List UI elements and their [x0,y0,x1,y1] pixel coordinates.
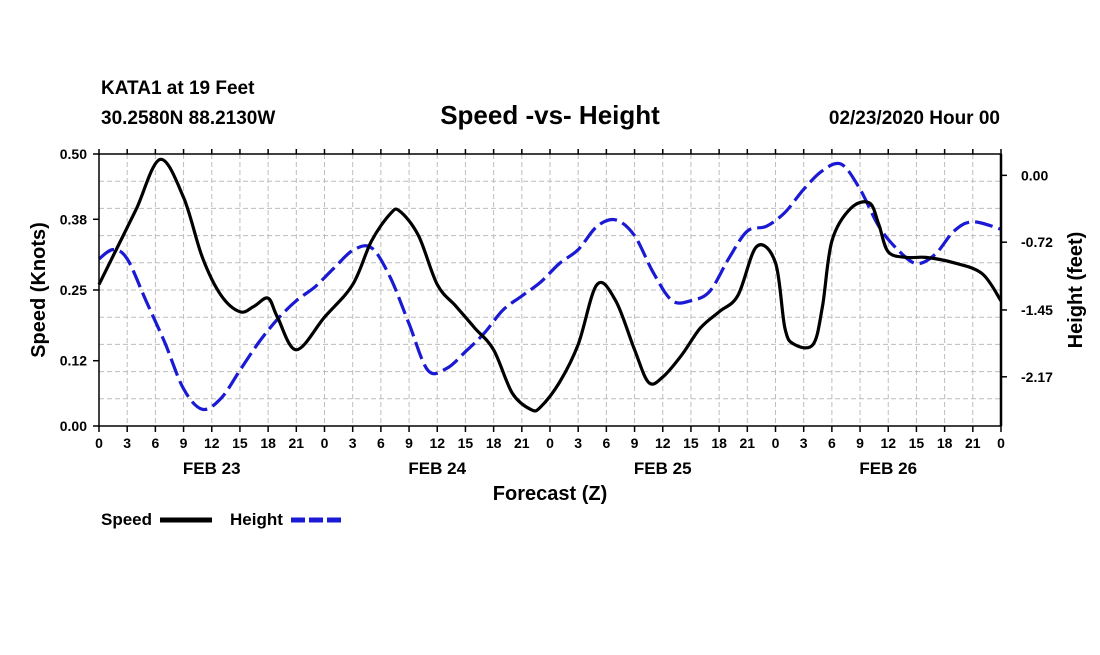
x-tick-label: 15 [232,435,248,451]
chart-title: Speed -vs- Height [440,100,660,130]
y-left-tick-label: 0.50 [60,146,87,162]
x-tick-label: 6 [828,435,836,451]
x-tick-label: 21 [740,435,756,451]
legend: Speed Height [101,510,343,529]
series-line-speed [97,157,1003,413]
y-right-tick-label: -2.17 [1021,369,1053,385]
x-tick-label: 18 [937,435,953,451]
x-tick-label: 12 [204,435,220,451]
y-left-tick-label: 0.12 [60,353,87,369]
x-tick-label: 18 [711,435,727,451]
date-label: FEB 24 [408,459,466,478]
x-tick-label: 9 [631,435,639,451]
legend-height-label: Height [230,510,283,529]
x-tick-label: 9 [180,435,188,451]
date-label: FEB 25 [634,459,692,478]
x-tick-label: 15 [683,435,699,451]
x-tick-label: 0 [95,435,103,451]
y-axis-left-label: Speed (Knots) [28,222,50,358]
y-left-tick-label: 0.38 [60,211,87,227]
x-tick-label: 3 [800,435,808,451]
x-tick-label: 6 [602,435,610,451]
y-left-tick-label: 0.25 [60,282,87,298]
x-tick-label: 6 [151,435,159,451]
x-tick-label: 12 [655,435,671,451]
x-tick-label: 15 [458,435,474,451]
series-lines [97,157,1003,413]
date-label: FEB 23 [183,459,241,478]
x-tick-label: 0 [546,435,554,451]
x-tick-label: 21 [514,435,530,451]
date-label: FEB 26 [859,459,917,478]
x-axis-label: Forecast (Z) [493,483,607,505]
coords-label: 30.2580N 88.2130W [101,108,275,129]
datetime-label: 02/23/2020 Hour 00 [829,108,1000,129]
axis-tick-labels: 0 3 6 9 12 15 18 21 0 3 6 9 12 15 18 21 0 3 6 9 12 15 18 21 0 3 6 9… [60,146,1053,478]
y-right-tick-label: -0.72 [1021,234,1053,250]
y-left-tick-label: 0.00 [60,418,87,434]
x-tick-label: 18 [260,435,276,451]
legend-speed-label: Speed [101,510,152,529]
series-line-height [98,161,1002,412]
x-tick-label: 15 [909,435,925,451]
grid-lines [99,154,1001,426]
x-tick-label: 9 [856,435,864,451]
x-tick-label: 0 [321,435,329,451]
x-tick-label: 12 [880,435,896,451]
x-tick-label: 6 [377,435,385,451]
x-tick-label: 3 [123,435,131,451]
x-tick-label: 21 [965,435,981,451]
x-tick-label: 9 [405,435,413,451]
x-tick-label: 21 [289,435,305,451]
x-tick-label: 0 [997,435,1005,451]
y-right-tick-label: -1.45 [1021,302,1053,318]
x-tick-label: 3 [574,435,582,451]
x-tick-label: 0 [772,435,780,451]
y-axis-right-label: Height (feet) [1065,232,1087,349]
x-tick-label: 18 [486,435,502,451]
y-right-tick-label: 0.00 [1021,167,1048,183]
station-label: KATA1 at 19 Feet [101,78,255,99]
x-tick-label: 12 [429,435,445,451]
axis-ticks [93,149,1007,432]
x-tick-label: 3 [349,435,357,451]
